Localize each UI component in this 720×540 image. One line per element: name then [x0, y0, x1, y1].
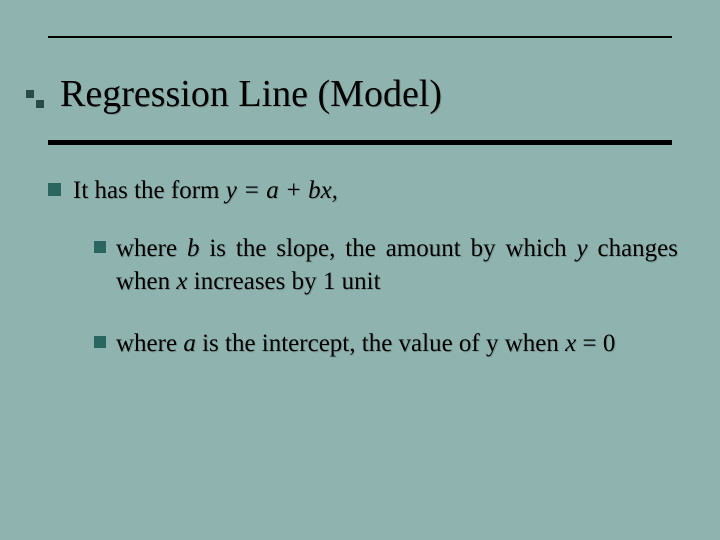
- bottom-rule: [48, 140, 672, 145]
- square-bullet-icon: [94, 241, 106, 253]
- var: b: [187, 235, 200, 262]
- content-area: It has the form y = a + bx, where b is t…: [48, 175, 678, 389]
- var: x: [176, 268, 187, 295]
- t: increases by 1 unit: [188, 268, 381, 295]
- t: where: [116, 235, 187, 262]
- t: is the slope, the amount by which: [199, 235, 576, 262]
- slide-title: Regression Line (Model): [60, 72, 442, 116]
- list-item: where a is the intercept, the value of y…: [94, 327, 678, 361]
- square-bullet-icon: [48, 183, 61, 196]
- square-bullet-icon: [94, 336, 106, 348]
- title-bullet-icon: [26, 90, 44, 108]
- var: a: [183, 330, 196, 357]
- var: y: [576, 235, 587, 262]
- item-text: It has the form y = a + bx,: [73, 175, 338, 208]
- var: x: [565, 330, 576, 357]
- item-formula: y = a + bx,: [226, 177, 338, 204]
- t: is the intercept, the value of y when: [196, 330, 565, 357]
- t: where: [116, 330, 183, 357]
- t: = 0: [576, 330, 615, 357]
- item-text: where a is the intercept, the value of y…: [116, 327, 678, 361]
- top-rule: [48, 36, 672, 38]
- list-item: where b is the slope, the amount by whic…: [94, 232, 678, 300]
- list-item: It has the form y = a + bx,: [48, 175, 678, 208]
- item-prefix: It has the form: [73, 177, 226, 204]
- item-text: where b is the slope, the amount by whic…: [116, 232, 678, 300]
